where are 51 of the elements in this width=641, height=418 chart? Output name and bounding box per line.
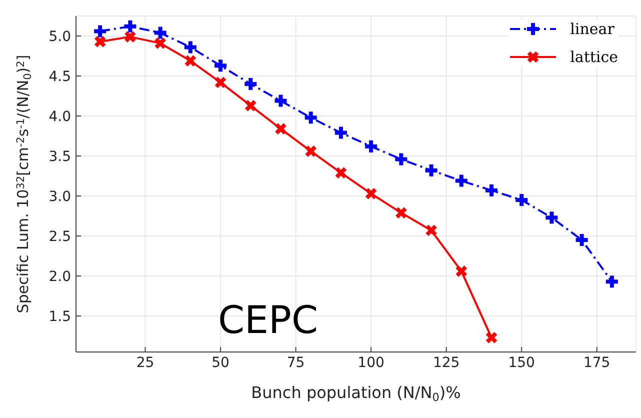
point [304,112,317,124]
x-tick-label: 75 [286,354,305,371]
point [154,38,166,49]
y-tick-label: 1.5 [48,308,71,325]
point [606,276,618,288]
point [576,234,588,246]
point [426,224,437,236]
x-tick-label: 125 [432,354,460,371]
point [455,174,468,187]
point [365,140,378,152]
point [396,207,407,218]
y-tick-label: 4.0 [48,108,71,125]
point [184,41,196,54]
point [456,266,468,277]
point [124,31,136,42]
y-tick-label: 2.0 [48,268,71,285]
point [425,164,438,176]
point [94,25,106,38]
point [546,212,558,224]
point [395,153,408,166]
point [516,194,528,206]
point [274,94,287,107]
point [154,26,166,39]
point [244,78,257,90]
point [485,184,498,196]
point [214,60,227,72]
annotation: CEPC [218,298,318,342]
y-tick-label: 5.0 [48,28,71,45]
point [214,76,226,88]
x-tick-label: 50 [212,354,230,371]
y-tick-label: 3.5 [48,148,71,165]
y-tick-label: 4.5 [48,68,71,85]
point [335,167,347,178]
point [184,55,196,66]
point [94,36,106,48]
y-tick-label: 3.0 [48,188,71,205]
point [305,146,316,157]
y-tick-label: 2.5 [48,228,71,245]
point [124,20,136,32]
x-tick-label: 150 [508,354,535,371]
x-axis-title: Bunch population (N/N$_{0}$)% [251,383,461,404]
legend-label: linear [570,20,614,38]
point [244,100,256,112]
point [365,188,377,200]
point [334,126,347,139]
x-tick-label: 175 [583,354,610,371]
x-tick-label: 100 [358,354,384,371]
point [275,123,286,134]
legend-label: lattice [570,48,618,66]
point [486,332,498,344]
x-tick-label: 25 [136,354,154,371]
